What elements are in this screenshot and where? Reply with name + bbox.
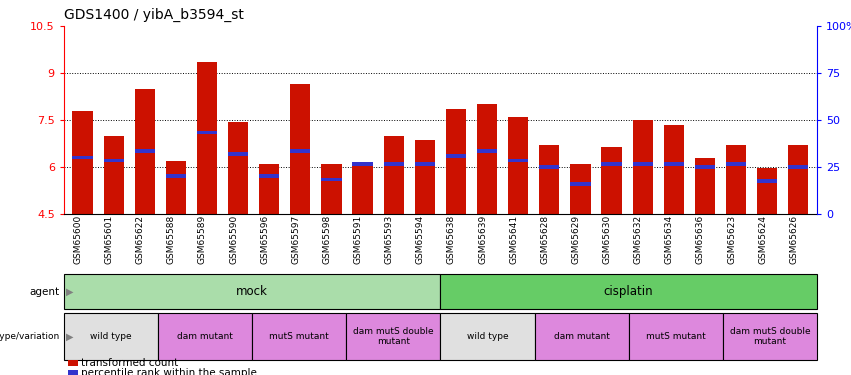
Bar [629, 313, 722, 360]
Text: GSM65591: GSM65591 [353, 215, 363, 264]
Text: GSM65622: GSM65622 [136, 215, 145, 264]
Text: GSM65641: GSM65641 [509, 215, 518, 264]
Bar [508, 159, 528, 162]
Bar [694, 165, 715, 169]
Bar [632, 162, 653, 166]
Text: GSM65630: GSM65630 [603, 215, 612, 264]
Text: dam mutant: dam mutant [177, 332, 233, 341]
Bar [290, 149, 311, 153]
Bar [346, 313, 440, 360]
Bar [64, 313, 158, 360]
Bar [722, 313, 817, 360]
Text: dam mutant: dam mutant [554, 332, 609, 341]
Bar [352, 162, 373, 166]
Bar [228, 122, 248, 214]
Bar [477, 149, 497, 153]
Text: GSM65601: GSM65601 [105, 215, 114, 264]
Text: GSM65626: GSM65626 [789, 215, 798, 264]
Bar [726, 145, 746, 214]
Bar [440, 313, 534, 360]
Bar [252, 313, 346, 360]
Bar [384, 136, 404, 214]
Bar [540, 145, 559, 214]
Text: GSM65623: GSM65623 [727, 215, 736, 264]
Bar [322, 177, 341, 181]
Text: GSM65600: GSM65600 [73, 215, 83, 264]
Text: GSM65624: GSM65624 [758, 215, 767, 264]
Text: GDS1400 / yibA_b3594_st: GDS1400 / yibA_b3594_st [64, 8, 243, 22]
Text: GSM65597: GSM65597 [291, 215, 300, 264]
Bar [290, 84, 311, 214]
Text: wild type: wild type [90, 332, 132, 341]
Text: cisplatin: cisplatin [604, 285, 654, 298]
Bar [757, 179, 777, 183]
Bar [384, 162, 404, 166]
Text: wild type: wild type [466, 332, 508, 341]
Text: GSM65590: GSM65590 [229, 215, 238, 264]
Text: GSM65588: GSM65588 [167, 215, 176, 264]
Bar [446, 154, 466, 158]
Text: GSM65594: GSM65594 [416, 215, 425, 264]
Text: GSM65629: GSM65629 [571, 215, 580, 264]
Bar [570, 182, 591, 186]
Text: mutS mutant: mutS mutant [646, 332, 705, 341]
Text: ▶: ▶ [66, 332, 73, 342]
Bar [534, 313, 629, 360]
Bar [570, 164, 591, 214]
Bar [664, 124, 684, 214]
Text: GSM65632: GSM65632 [634, 215, 643, 264]
Bar [322, 164, 341, 214]
Bar [757, 168, 777, 214]
Bar [664, 162, 684, 166]
Text: GSM65634: GSM65634 [665, 215, 674, 264]
Bar [64, 274, 440, 309]
Bar [134, 89, 155, 214]
Text: dam mutS double
mutant: dam mutS double mutant [729, 327, 810, 346]
Text: GSM65639: GSM65639 [478, 215, 487, 264]
Bar [446, 109, 466, 214]
Text: ▶: ▶ [66, 286, 73, 297]
Text: genotype/variation: genotype/variation [0, 332, 60, 341]
Bar [540, 165, 559, 169]
Bar [104, 136, 123, 214]
Bar [134, 149, 155, 153]
Bar [694, 158, 715, 214]
Bar [477, 104, 497, 214]
Bar [414, 162, 435, 166]
Bar [440, 274, 817, 309]
Text: GSM65596: GSM65596 [260, 215, 269, 264]
Text: GSM65638: GSM65638 [447, 215, 456, 264]
Bar [632, 120, 653, 214]
Text: mock: mock [237, 285, 268, 298]
Bar [72, 111, 93, 214]
Text: dam mutS double
mutant: dam mutS double mutant [353, 327, 434, 346]
Bar [259, 164, 279, 214]
Bar [602, 147, 622, 214]
Text: GSM65589: GSM65589 [198, 215, 207, 264]
Bar [166, 174, 186, 178]
Bar [158, 313, 252, 360]
Text: transformed count: transformed count [81, 358, 178, 368]
Bar [602, 162, 622, 166]
Bar [197, 130, 217, 134]
Bar [788, 165, 808, 169]
Bar [414, 140, 435, 214]
Bar [72, 156, 93, 159]
Text: percentile rank within the sample: percentile rank within the sample [81, 368, 257, 375]
Bar [228, 153, 248, 156]
Text: GSM65593: GSM65593 [385, 215, 394, 264]
Text: GSM65628: GSM65628 [540, 215, 549, 264]
Text: GSM65636: GSM65636 [696, 215, 705, 264]
Bar [788, 145, 808, 214]
Bar [197, 62, 217, 214]
Bar [259, 174, 279, 178]
Text: mutS mutant: mutS mutant [269, 332, 329, 341]
Bar [104, 159, 123, 162]
Text: agent: agent [30, 286, 60, 297]
Bar [508, 117, 528, 214]
Bar [726, 162, 746, 166]
Text: GSM65598: GSM65598 [323, 215, 332, 264]
Bar [352, 164, 373, 214]
Bar [166, 160, 186, 214]
